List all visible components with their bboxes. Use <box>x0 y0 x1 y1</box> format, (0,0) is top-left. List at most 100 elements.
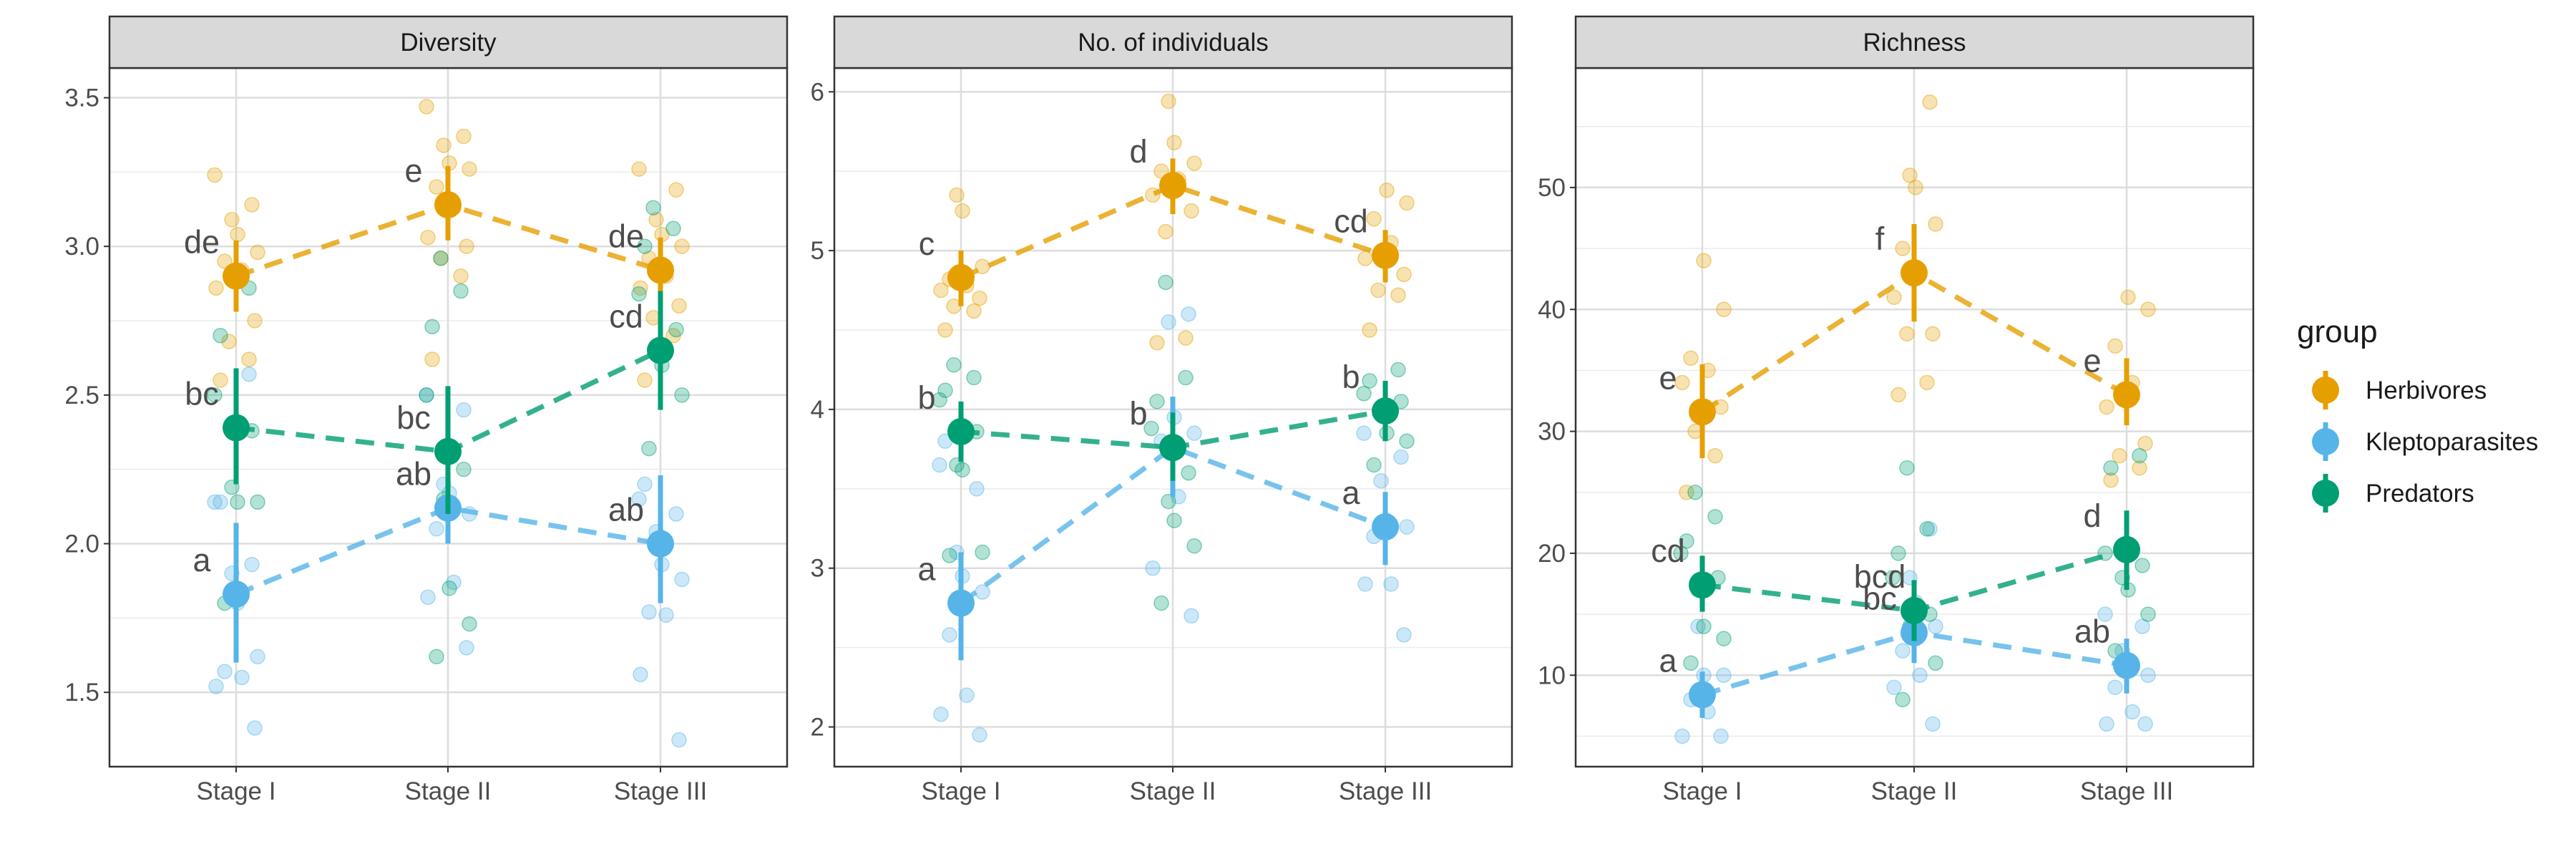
raw-point <box>433 251 449 266</box>
raw-point <box>671 298 687 314</box>
raw-point <box>221 334 237 349</box>
raw-point <box>641 440 657 457</box>
raw-point <box>1399 519 1415 535</box>
raw-point <box>2112 447 2127 464</box>
raw-point <box>1696 618 1712 634</box>
significance-letter: e <box>1659 359 1677 396</box>
raw-point <box>2124 704 2140 720</box>
raw-point <box>217 253 233 269</box>
x-tick-label: Stage I <box>922 777 1001 805</box>
raw-point <box>674 387 690 403</box>
facet-title: No. of individuals <box>1078 29 1269 57</box>
mean-point <box>223 581 250 608</box>
mean-point <box>223 262 250 290</box>
raw-point <box>1707 447 1723 464</box>
significance-letter: de <box>608 218 644 254</box>
mean-point <box>647 336 674 364</box>
raw-point <box>1153 595 1169 611</box>
raw-point <box>1679 533 1694 549</box>
x-tick-label: Stage III <box>614 777 707 805</box>
y-tick-label: 4 <box>811 396 824 424</box>
raw-point <box>1357 576 1373 592</box>
raw-point <box>668 321 684 338</box>
raw-point <box>949 187 965 203</box>
raw-point <box>456 402 472 418</box>
raw-point <box>1158 223 1174 240</box>
raw-point <box>933 282 949 299</box>
raw-point <box>2135 558 2150 573</box>
raw-point <box>1396 266 1412 283</box>
raw-point <box>955 462 970 477</box>
y-tick-label: 10 <box>1538 661 1566 689</box>
raw-point <box>2099 716 2114 732</box>
raw-point <box>213 372 228 388</box>
raw-point <box>1145 560 1161 576</box>
raw-point <box>1679 485 1694 500</box>
raw-point <box>1184 203 1199 219</box>
raw-point <box>1370 282 1386 299</box>
significance-letter: d <box>1129 133 1147 170</box>
raw-point <box>456 461 472 477</box>
raw-point <box>1890 387 1906 403</box>
raw-point <box>2107 679 2123 696</box>
raw-point <box>1925 716 1941 732</box>
y-tick-label: 6 <box>811 78 824 106</box>
y-tick-label: 50 <box>1538 174 1566 202</box>
facet-strip <box>108 15 789 69</box>
raw-point <box>1396 627 1412 643</box>
raw-point <box>1399 195 1415 211</box>
raw-point <box>2140 301 2156 318</box>
facet-strip <box>833 15 1513 69</box>
raw-point <box>1158 274 1174 291</box>
raw-point <box>972 290 987 306</box>
raw-point <box>1357 251 1373 266</box>
raw-point <box>419 387 434 403</box>
raw-point <box>2107 338 2123 354</box>
mean-point <box>1372 513 1399 541</box>
significance-letter: ab <box>396 456 431 492</box>
mean-point <box>1159 172 1186 200</box>
raw-point <box>436 137 452 153</box>
raw-point <box>441 581 457 596</box>
significance-letter: ab <box>608 492 644 528</box>
raw-point <box>462 161 477 177</box>
raw-point <box>2099 399 2114 415</box>
raw-point <box>208 280 224 296</box>
raw-point <box>1393 449 1409 465</box>
raw-point <box>241 351 257 367</box>
raw-point <box>2140 606 2156 622</box>
raw-point <box>1690 618 1706 634</box>
raw-point <box>1399 433 1415 450</box>
raw-point <box>1928 655 1943 671</box>
panel-diversity: 1.5 2.0 2.5 3.0 3.5 Stage I Stage II Stage III d… <box>64 15 789 805</box>
raw-point <box>1373 472 1389 489</box>
mean-point <box>1372 241 1399 269</box>
mean-point <box>647 530 674 558</box>
raw-point <box>1885 570 1901 586</box>
raw-point <box>1895 691 1911 708</box>
mean-point <box>2113 381 2140 409</box>
raw-point <box>2135 618 2150 634</box>
x-tick-label: Stage I <box>197 777 276 805</box>
x-tick-label: Stage II <box>1871 777 1958 805</box>
raw-point <box>420 229 436 246</box>
raw-point <box>453 283 469 299</box>
raw-point <box>250 244 265 261</box>
raw-point <box>453 268 469 284</box>
significance-letter: cd <box>609 299 643 335</box>
raw-point <box>207 494 223 510</box>
raw-point <box>2103 472 2119 488</box>
significance-letter: b <box>1129 395 1147 432</box>
raw-point <box>972 727 987 743</box>
raw-point <box>1908 180 1923 195</box>
raw-point <box>1166 513 1182 528</box>
raw-point <box>2103 460 2119 476</box>
raw-point <box>671 732 687 748</box>
significance-letter: a <box>192 542 211 578</box>
raw-point <box>1912 667 1928 684</box>
raw-point <box>942 548 957 563</box>
raw-point <box>1673 545 1689 561</box>
raw-point <box>1186 425 1202 441</box>
legend-label: Herbivores <box>2366 377 2487 404</box>
y-tick-label: 30 <box>1538 418 1566 446</box>
